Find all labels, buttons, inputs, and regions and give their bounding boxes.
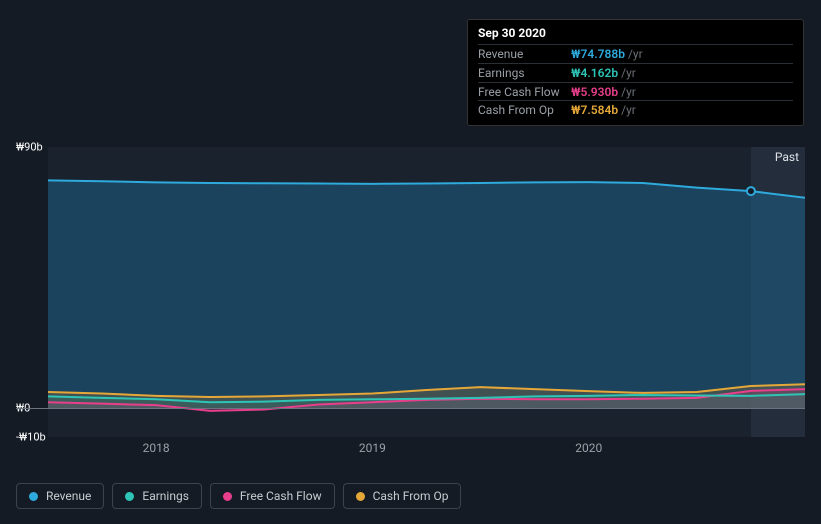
tooltip-row-unit: /yr: [621, 65, 636, 82]
y-axis-label: ₩90b: [16, 141, 43, 154]
tooltip-row-label: Revenue: [478, 46, 571, 63]
tooltip-row: Earnings₩4.162b/yr: [478, 63, 793, 82]
legend-label: Free Cash Flow: [240, 489, 322, 503]
legend-swatch: [356, 492, 365, 501]
tooltip-row-value: ₩74.788b: [571, 46, 625, 63]
tooltip-row-value: ₩5.930b: [571, 84, 618, 101]
tooltip-row-label: Cash From Op: [478, 102, 571, 119]
tooltip-row-unit: /yr: [628, 46, 643, 63]
legend-item[interactable]: Free Cash Flow: [210, 483, 335, 509]
legend-item[interactable]: Earnings: [112, 483, 202, 509]
legend-label: Revenue: [46, 489, 91, 503]
legend-label: Earnings: [142, 489, 189, 503]
tooltip-row-value: ₩7.584b: [571, 102, 618, 119]
tooltip-row-value: ₩4.162b: [571, 65, 618, 82]
legend-item[interactable]: Revenue: [16, 483, 104, 509]
tooltip-row-unit: /yr: [621, 102, 636, 119]
legend-swatch: [223, 492, 232, 501]
tooltip-date: Sep 30 2020: [478, 26, 793, 40]
tooltip-row: Revenue₩74.788b/yr: [478, 44, 793, 63]
x-axis-label: 2020: [575, 441, 602, 455]
chart-plot[interactable]: [48, 147, 805, 437]
zero-axis-line: [16, 408, 805, 409]
past-label: Past: [775, 150, 799, 164]
y-axis-label: -₩10b: [16, 431, 46, 444]
legend-swatch: [125, 492, 134, 501]
chart-legend: Revenue Earnings Free Cash Flow Cash From O…: [16, 483, 461, 509]
x-axis-labels: 2018 2019 2020: [48, 441, 805, 459]
tooltip-row: Free Cash Flow₩5.930b/yr: [478, 82, 793, 101]
tooltip-row-unit: /yr: [621, 84, 636, 101]
legend-swatch: [29, 492, 38, 501]
tooltip-row: Cash From Op₩7.584b/yr: [478, 100, 793, 119]
chart-tooltip: Sep 30 2020 Revenue₩74.788b/yrEarnings₩4…: [467, 19, 804, 126]
x-axis-label: 2019: [359, 441, 386, 455]
legend-item[interactable]: Cash From Op: [343, 483, 462, 509]
x-axis-label: 2018: [143, 441, 170, 455]
legend-label: Cash From Op: [373, 489, 449, 503]
chart-container: ₩90b₩0-₩10b Past 201820192020: [16, 122, 805, 462]
tooltip-row-label: Earnings: [478, 65, 571, 82]
tooltip-row-label: Free Cash Flow: [478, 84, 571, 101]
